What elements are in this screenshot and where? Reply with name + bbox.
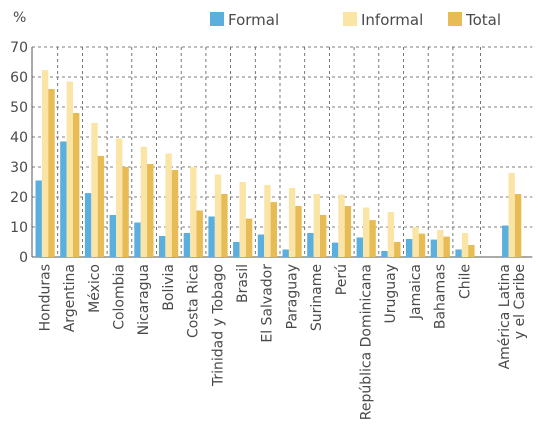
- x-category-label: Argentina: [62, 264, 78, 332]
- legend-label: Informal: [361, 11, 423, 29]
- bar-informal: [363, 207, 370, 257]
- x-category-label: El Salvador: [260, 264, 276, 343]
- x-category-label: América Latinay el Caribe: [497, 264, 528, 369]
- y-tick-label: 70: [10, 40, 28, 56]
- x-category-label: Chile: [457, 264, 473, 299]
- bar-formal: [307, 233, 314, 257]
- x-category-label: Uruguay: [383, 264, 399, 324]
- y-axis-label: %: [13, 10, 26, 26]
- bar-formal: [159, 236, 166, 257]
- bar-informal: [338, 194, 345, 257]
- x-category-label: Costa Rica: [186, 264, 202, 338]
- bar-total: [196, 210, 203, 257]
- legend-swatch: [343, 12, 357, 26]
- bar-total: [171, 170, 179, 257]
- y-tick-label: 20: [10, 190, 28, 206]
- bar-informal: [288, 188, 296, 257]
- bar-formal: [233, 242, 240, 257]
- bar-formal: [502, 225, 509, 257]
- legend-item-total: Total: [448, 11, 501, 29]
- y-tick-label: 10: [10, 220, 28, 236]
- x-category-label: Trinidad y Tobago: [210, 264, 226, 387]
- y-tick-label: 60: [10, 70, 28, 86]
- legend-label: Total: [465, 11, 501, 29]
- bar-formal: [430, 239, 438, 257]
- bar-total: [443, 236, 450, 257]
- bar-total: [369, 220, 376, 257]
- bar-informal: [140, 146, 148, 257]
- bar-total: [514, 194, 522, 257]
- x-category-label: Colombia: [111, 264, 127, 330]
- y-tick-label: 30: [10, 160, 28, 176]
- bar-formal: [406, 239, 413, 257]
- x-category-label: Nicaragua: [136, 264, 152, 335]
- bar-total: [270, 202, 277, 257]
- bar-formal: [331, 242, 339, 257]
- bar-informal: [239, 182, 246, 257]
- grid: 0 10 20 30 40 50 60 70: [10, 40, 533, 266]
- bar-total: [221, 194, 228, 257]
- bar-total: [295, 206, 302, 257]
- bar-informal: [437, 230, 444, 257]
- legend-label: Formal: [228, 11, 279, 29]
- bar-formal: [84, 193, 92, 257]
- bar-informal: [313, 194, 320, 257]
- bar-total: [147, 164, 154, 257]
- bar-informal: [264, 185, 271, 257]
- bar-formal: [208, 216, 215, 257]
- bar-formal: [183, 233, 191, 257]
- bar-informal: [387, 212, 395, 257]
- bar-total: [48, 89, 55, 257]
- bar-total: [73, 113, 80, 257]
- bar-formal: [60, 141, 67, 257]
- legend-swatch: [210, 12, 224, 26]
- x-category-label: Perú: [334, 264, 350, 295]
- bar-formal: [35, 180, 42, 257]
- bar-total: [394, 242, 401, 257]
- bar-informal: [461, 233, 469, 257]
- bar-informal: [508, 173, 515, 257]
- bar-total: [344, 206, 352, 257]
- x-category-label: Honduras: [37, 264, 53, 331]
- bar-informal: [116, 138, 123, 257]
- bar-formal: [356, 237, 363, 257]
- bar-formal: [282, 249, 289, 257]
- bars: [35, 70, 522, 258]
- bar-formal: [381, 251, 388, 257]
- bar-total: [122, 167, 129, 257]
- bar-total: [418, 233, 426, 257]
- bar-informal: [165, 153, 172, 257]
- bar-informal: [66, 81, 73, 257]
- bar-formal: [257, 234, 265, 257]
- x-category-label: Jamaica: [408, 264, 424, 320]
- x-category-label: República Dominicana: [358, 264, 374, 420]
- bar-informal: [41, 70, 49, 257]
- x-category-label: Bahamas: [433, 264, 449, 329]
- x-category-label: Paraguay: [284, 264, 300, 329]
- bar-total: [245, 218, 253, 257]
- y-tick-label: 40: [10, 130, 28, 146]
- category-labels: Honduras Argentina México Colombia Nicaragua…: [37, 264, 528, 420]
- bar-total: [320, 215, 327, 257]
- x-category-label: México: [87, 264, 103, 313]
- bar-informal: [412, 227, 419, 257]
- bar-informal: [190, 167, 197, 257]
- y-tick-label: 50: [10, 100, 28, 116]
- bar-formal: [109, 215, 116, 257]
- bar-total: [97, 155, 105, 257]
- bar-formal: [455, 249, 462, 257]
- x-category-label: Bolivia: [161, 264, 177, 311]
- bar-total: [468, 245, 475, 257]
- y-tick-label: 0: [19, 250, 28, 266]
- x-category-label: Brasil: [235, 264, 251, 303]
- x-category-label: Suriname: [309, 264, 325, 331]
- bar-informal: [91, 122, 98, 258]
- legend-swatch: [448, 12, 462, 26]
- bar-informal: [214, 174, 222, 257]
- legend: Formal Informal Total: [210, 11, 501, 29]
- legend-item-informal: Informal: [343, 11, 423, 29]
- bar-formal: [134, 222, 141, 257]
- legend-item-formal: Formal: [210, 11, 279, 29]
